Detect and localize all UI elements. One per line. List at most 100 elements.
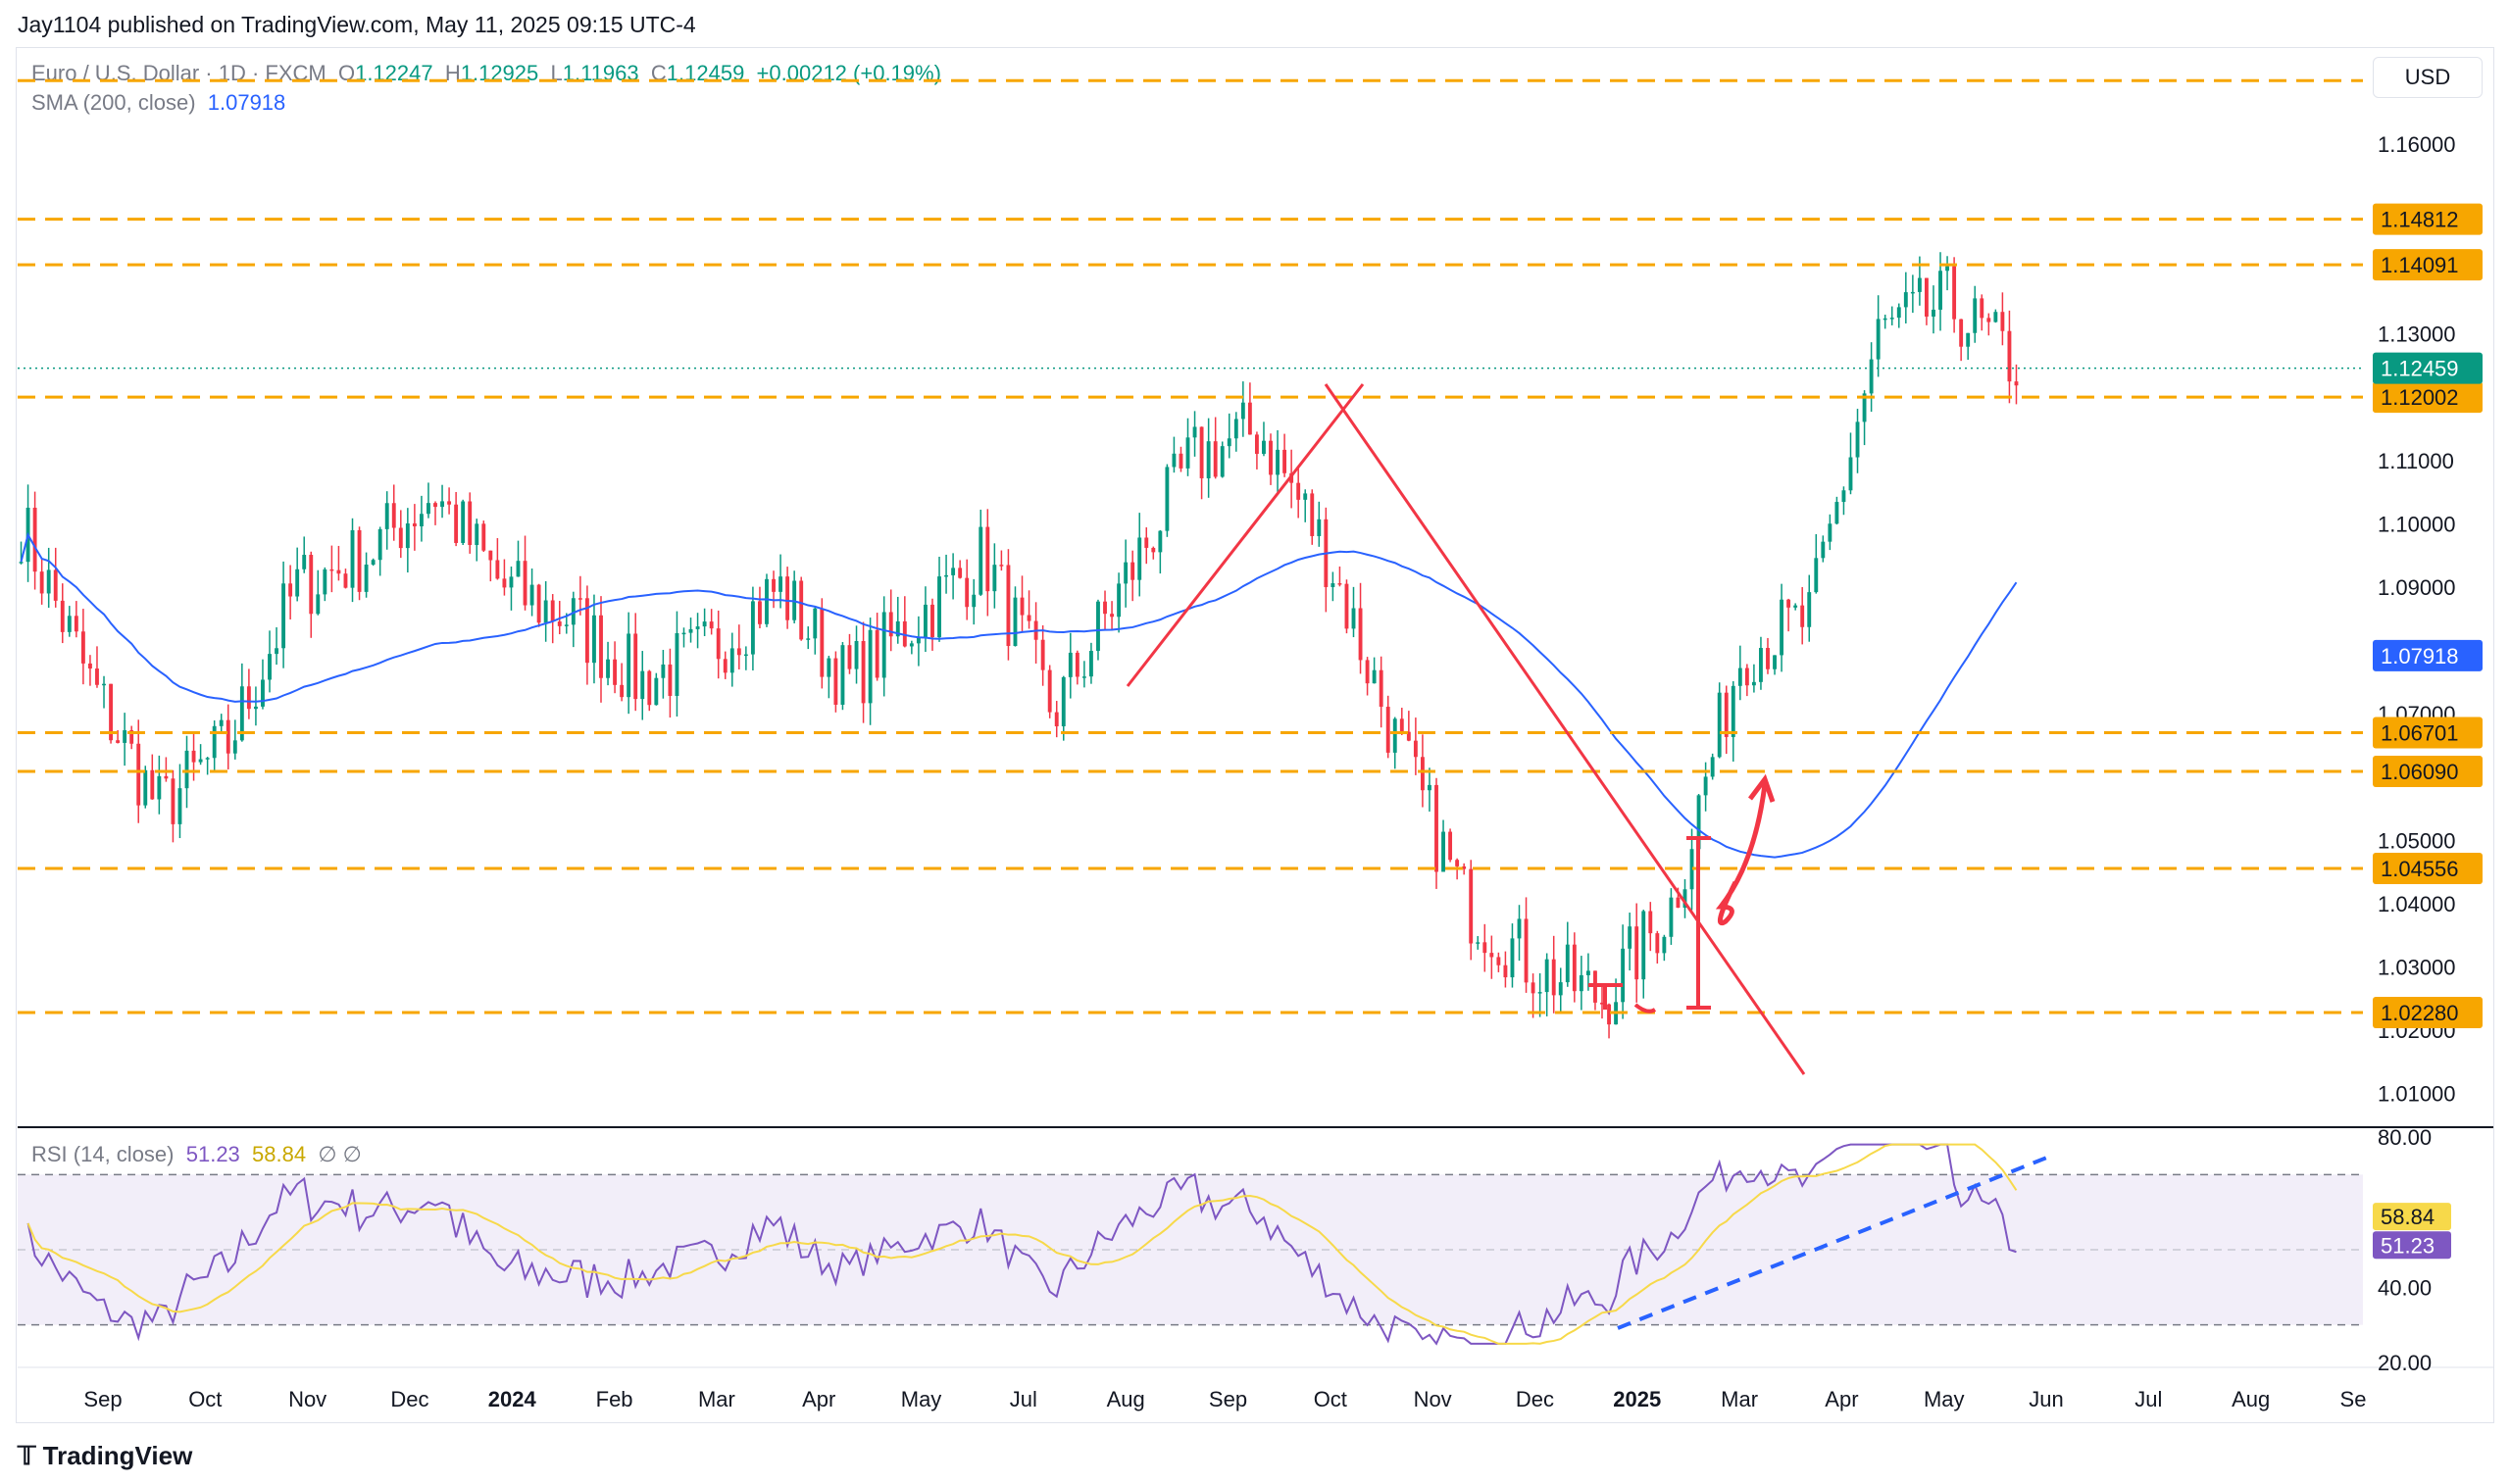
candle	[613, 641, 618, 694]
candle-body	[1862, 393, 1867, 422]
candle-body	[1703, 776, 1708, 796]
candle	[74, 601, 78, 638]
candle	[102, 675, 106, 709]
rsi-value-tag	[2373, 1203, 2451, 1231]
candle-body	[427, 503, 430, 515]
candle-body	[205, 758, 210, 760]
candle-body	[702, 621, 707, 627]
candle	[1682, 879, 1687, 918]
candle-body	[888, 612, 893, 637]
candle-body	[143, 769, 148, 806]
candle-body	[164, 775, 169, 779]
level-price-label: 1.06090	[2381, 760, 2459, 784]
candle	[1317, 501, 1322, 547]
candle	[405, 508, 410, 573]
level-price-label: 1.14812	[2381, 208, 2459, 232]
candle-body	[329, 569, 334, 571]
candle	[171, 769, 176, 843]
rsi-label[interactable]: RSI (14, close)	[31, 1142, 175, 1166]
candle	[219, 714, 224, 732]
candle	[1986, 313, 1991, 336]
candle-body	[157, 775, 162, 800]
candle	[599, 596, 603, 703]
candle	[1392, 717, 1397, 769]
candle	[1737, 645, 1742, 701]
candle	[391, 484, 396, 541]
candle	[640, 651, 645, 720]
last-price-tag	[2373, 352, 2483, 384]
candle-body	[620, 684, 625, 698]
candle	[681, 627, 686, 648]
time-axis-label: Se	[2340, 1387, 2367, 1411]
time-axis-label: May	[1924, 1387, 1965, 1411]
candle	[1980, 294, 1984, 331]
candle	[1172, 436, 1177, 473]
candle-body	[1462, 866, 1467, 869]
candle	[1600, 983, 1604, 1019]
candle	[765, 573, 769, 627]
candle	[1855, 409, 1860, 473]
level-price-tag	[2373, 249, 2483, 281]
hand-mark-right	[1686, 836, 1711, 1010]
candle-body	[1061, 676, 1066, 726]
candle	[447, 487, 452, 515]
sma-price-label: 1.07918	[2381, 644, 2459, 668]
sma-label[interactable]: SMA (200, close)	[31, 90, 196, 115]
candle	[1379, 656, 1383, 728]
candle	[1703, 762, 1708, 812]
candle	[253, 686, 258, 726]
rsi-tick-label: 20.00	[2378, 1351, 2432, 1375]
candle	[1973, 285, 1978, 343]
candle	[875, 613, 879, 681]
candle	[32, 491, 37, 590]
candle-body	[1144, 537, 1149, 548]
candle-body	[979, 526, 983, 595]
candle-body	[502, 578, 507, 588]
candle-body	[564, 624, 569, 626]
candle	[1033, 602, 1038, 664]
candle-body	[729, 648, 734, 673]
candle	[357, 526, 362, 601]
candle	[1013, 586, 1018, 647]
candle-body	[840, 645, 845, 705]
candle-body	[1027, 615, 1031, 621]
candle	[116, 729, 121, 744]
candle	[1124, 539, 1129, 608]
candle-body	[1296, 482, 1301, 500]
candle	[398, 510, 403, 559]
candle-body	[1185, 437, 1190, 469]
currency-button[interactable]: USD	[2373, 57, 2483, 98]
candle	[384, 491, 389, 550]
candle-body	[902, 620, 907, 647]
candle-body	[461, 501, 466, 543]
price-tick-label: 1.13000	[2378, 322, 2456, 347]
candle-body	[1192, 426, 1197, 438]
candle	[1945, 256, 1950, 291]
candle	[606, 641, 610, 686]
candle-body	[1834, 502, 1839, 524]
candle	[1020, 575, 1025, 632]
candle	[1648, 902, 1653, 952]
candle-body	[758, 601, 762, 624]
candle-body	[19, 562, 24, 564]
candle-body	[1786, 599, 1791, 608]
candle-body	[868, 629, 873, 704]
candle-body	[481, 523, 486, 551]
candle	[329, 545, 334, 593]
candle-body	[1434, 784, 1438, 872]
candle	[1565, 921, 1570, 987]
tradingview-logo[interactable]: 𝕋 TradingView	[18, 1441, 192, 1471]
candle-body	[447, 501, 452, 505]
candle	[46, 547, 51, 609]
candle	[475, 519, 479, 562]
candle	[1103, 590, 1107, 630]
candle	[1966, 332, 1971, 360]
candle-body	[861, 641, 866, 704]
candle-body	[571, 598, 576, 625]
candle	[1959, 319, 1964, 362]
candle-body	[937, 576, 941, 638]
candle	[350, 518, 355, 603]
candle-body	[1337, 583, 1342, 585]
candle-body	[46, 569, 51, 594]
